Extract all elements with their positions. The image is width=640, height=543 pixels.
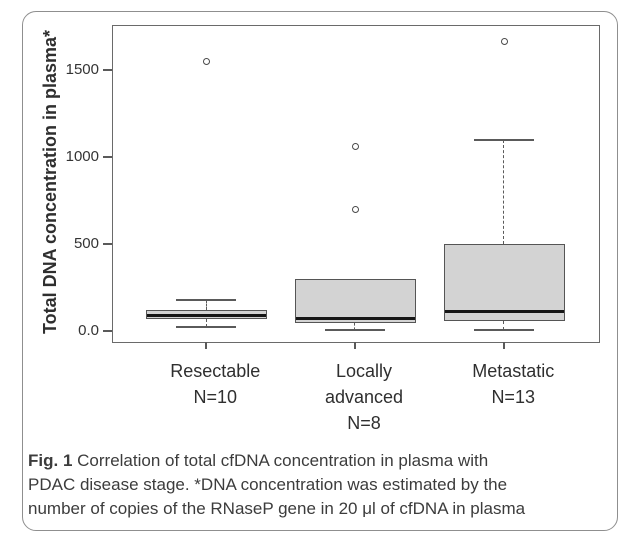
category-label-locally-advanced: Locally advanced N=8 — [324, 361, 404, 433]
upper-whisker-cap-resectable — [176, 298, 237, 301]
y-tick-label: 1500 — [65, 61, 99, 79]
figure-caption-label: Fig. 1 — [28, 451, 73, 470]
category-label-metastatic: Metastatic N=13 — [472, 361, 555, 407]
boxplot-plot-area: 0.0 500 1000 1500 Resectable N=10 Locally adv… — [66, 25, 600, 433]
lower-whisker-line-resectable — [205, 318, 207, 327]
y-tick-mark — [103, 69, 112, 72]
lower-whisker-cap-resectable — [176, 325, 237, 328]
y-tick-mark — [103, 243, 112, 246]
figure-caption: Fig. 1 Correlation of total cfDNA concen… — [28, 449, 614, 521]
figure-caption-text: Correlation of total cfDNA concentration… — [28, 451, 526, 518]
x-tick-mark-locally-advanced — [354, 342, 357, 349]
lower-whisker-line-locally-advanced — [354, 322, 356, 331]
upper-whisker-line-resectable — [205, 299, 207, 311]
y-tick-mark — [103, 330, 112, 333]
x-tick-mark-metastatic — [503, 342, 506, 349]
y-tick-mark — [103, 156, 112, 159]
box-locally-advanced — [294, 278, 416, 323]
outlier-point-locally-advanced — [351, 143, 359, 151]
lower-whisker-line-metastatic — [503, 320, 505, 330]
median-line-locally-advanced — [295, 317, 415, 321]
lower-whisker-cap-metastatic — [474, 328, 535, 331]
median-line-metastatic — [444, 309, 564, 313]
outlier-point-resectable — [202, 57, 210, 65]
category-label-resectable: Resectable N=10 — [170, 361, 261, 407]
y-tick-label: 0.0 — [78, 322, 99, 340]
x-tick-mark-resectable — [205, 342, 208, 349]
outlier-point-metastatic — [500, 37, 508, 45]
lower-whisker-cap-locally-advanced — [325, 329, 386, 332]
upper-whisker-line-metastatic — [503, 139, 505, 245]
y-tick-label: 500 — [73, 235, 99, 253]
outlier-point-locally-advanced — [351, 205, 359, 213]
y-tick-label: 1000 — [65, 148, 99, 166]
upper-whisker-cap-metastatic — [474, 138, 535, 141]
box-metastatic — [443, 244, 565, 321]
median-line-resectable — [146, 313, 266, 317]
